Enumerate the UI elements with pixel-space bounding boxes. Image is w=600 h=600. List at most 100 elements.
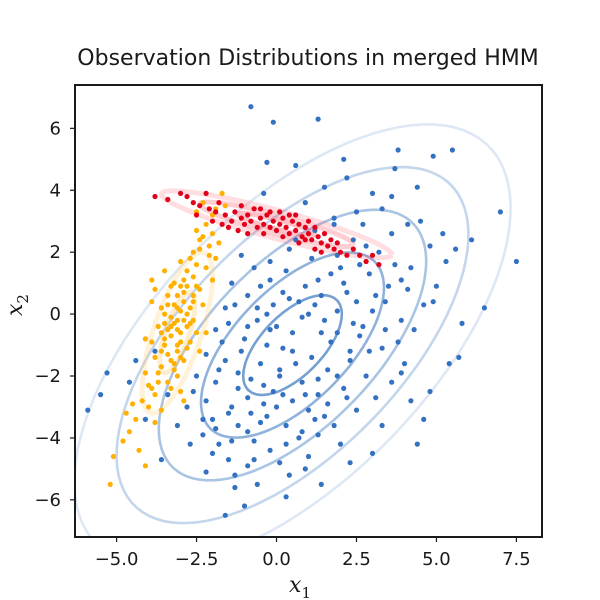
red-data-point	[302, 224, 308, 230]
blue-data-point	[277, 373, 283, 379]
blue-data-point	[408, 265, 414, 271]
blue-data-point	[302, 392, 308, 398]
yellow-data-point	[171, 320, 177, 326]
yellow-data-point	[174, 373, 180, 379]
blue-data-point	[331, 221, 337, 227]
yellow-data-point	[178, 330, 184, 336]
yellow-data-point	[187, 320, 193, 326]
blue-data-point	[283, 494, 289, 500]
blue-data-point	[104, 370, 110, 376]
blue-data-point	[283, 422, 289, 429]
blue-data-point	[318, 330, 324, 336]
x-tick-label: 0.0	[262, 549, 291, 570]
yellow-data-point	[162, 342, 168, 348]
x-tick-label: 2.5	[342, 549, 371, 570]
blue-data-point	[254, 481, 260, 487]
blue-data-point	[238, 348, 244, 354]
blue-contour	[199, 251, 386, 439]
blue-data-point	[363, 373, 369, 379]
blue-data-point	[353, 299, 360, 305]
yellow-data-point	[126, 429, 132, 435]
blue-data-point	[245, 395, 251, 401]
red-data-point	[296, 221, 302, 227]
blue-data-point	[264, 159, 270, 165]
blue-data-point	[389, 193, 395, 200]
blue-data-point	[270, 302, 276, 308]
blue-data-point	[392, 166, 398, 172]
yellow-data-point	[165, 327, 171, 333]
blue-data-point	[433, 283, 439, 289]
y-tick-label: −6	[34, 490, 61, 511]
yellow-data-point	[171, 302, 177, 308]
blue-data-point	[430, 299, 436, 305]
blue-data-point	[481, 305, 487, 311]
blue-data-point	[219, 339, 225, 345]
blue-data-point	[302, 466, 308, 472]
blue-data-point	[459, 320, 465, 326]
blue-data-point	[366, 271, 372, 277]
yellow-data-point	[181, 299, 187, 305]
blue-data-point	[270, 388, 276, 395]
blue-data-point	[193, 373, 200, 379]
blue-data-point	[98, 392, 104, 398]
yellow-data-point	[152, 419, 158, 426]
blue-data-point	[328, 271, 334, 277]
blue-data-point	[289, 348, 296, 354]
yellow-data-point	[123, 410, 129, 416]
blue-data-point	[401, 361, 408, 367]
blue-data-point	[267, 258, 273, 265]
yellow-data-point	[158, 305, 164, 311]
blue-data-point	[264, 311, 270, 317]
red-data-point	[286, 231, 292, 237]
y-axis-ticks: −6 −4 −2 0 2 4 6	[34, 118, 75, 511]
blue-data-point	[241, 503, 248, 509]
blue-data-point	[350, 320, 356, 326]
red-data-point	[289, 218, 296, 224]
blue-data-point	[408, 398, 414, 404]
blue-data-point	[245, 292, 251, 299]
red-data-point	[283, 224, 289, 230]
blue-data-point	[213, 379, 219, 385]
yellow-data-point	[193, 227, 200, 234]
yellow-data-point	[142, 463, 148, 469]
red-data-point	[267, 209, 273, 215]
blue-data-point	[203, 351, 209, 357]
red-data-point	[293, 212, 299, 218]
blue-data-point	[299, 429, 305, 435]
blue-data-point	[318, 292, 324, 299]
blue-data-point	[395, 339, 401, 345]
blue-data-point	[289, 330, 296, 336]
blue-data-point	[382, 327, 388, 333]
red-data-point	[296, 240, 302, 246]
blue-data-point	[296, 435, 302, 441]
blue-data-point	[405, 286, 411, 292]
blue-data-point	[222, 357, 228, 364]
blue-data-point	[232, 484, 238, 491]
blue-data-point	[427, 388, 433, 395]
blue-data-point	[277, 367, 283, 373]
blue-data-point	[241, 336, 248, 342]
yellow-data-point	[155, 379, 161, 385]
yellow-data-point	[162, 311, 168, 317]
blue-data-point	[449, 147, 455, 153]
red-data-point	[328, 237, 334, 243]
red-data-point	[165, 196, 171, 203]
blue-data-point	[213, 327, 219, 333]
blue-data-point	[334, 373, 340, 379]
red-data-point	[197, 203, 203, 209]
chart-title: Observation Distributions in merged HMM	[77, 46, 538, 71]
yellow-data-point	[178, 339, 184, 345]
yellow-data-point	[197, 348, 203, 354]
red-data-point	[350, 246, 356, 252]
red-data-point	[318, 249, 324, 255]
blue-data-point	[398, 277, 404, 283]
blue-data-point	[369, 308, 376, 314]
blue-data-point	[283, 441, 289, 447]
yellow-data-point	[152, 354, 158, 360]
blue-data-point	[299, 314, 305, 320]
yellow-data-point	[197, 286, 203, 292]
blue-data-point	[325, 401, 331, 407]
blue-data-point	[85, 407, 91, 413]
yellow-data-point	[168, 314, 174, 320]
